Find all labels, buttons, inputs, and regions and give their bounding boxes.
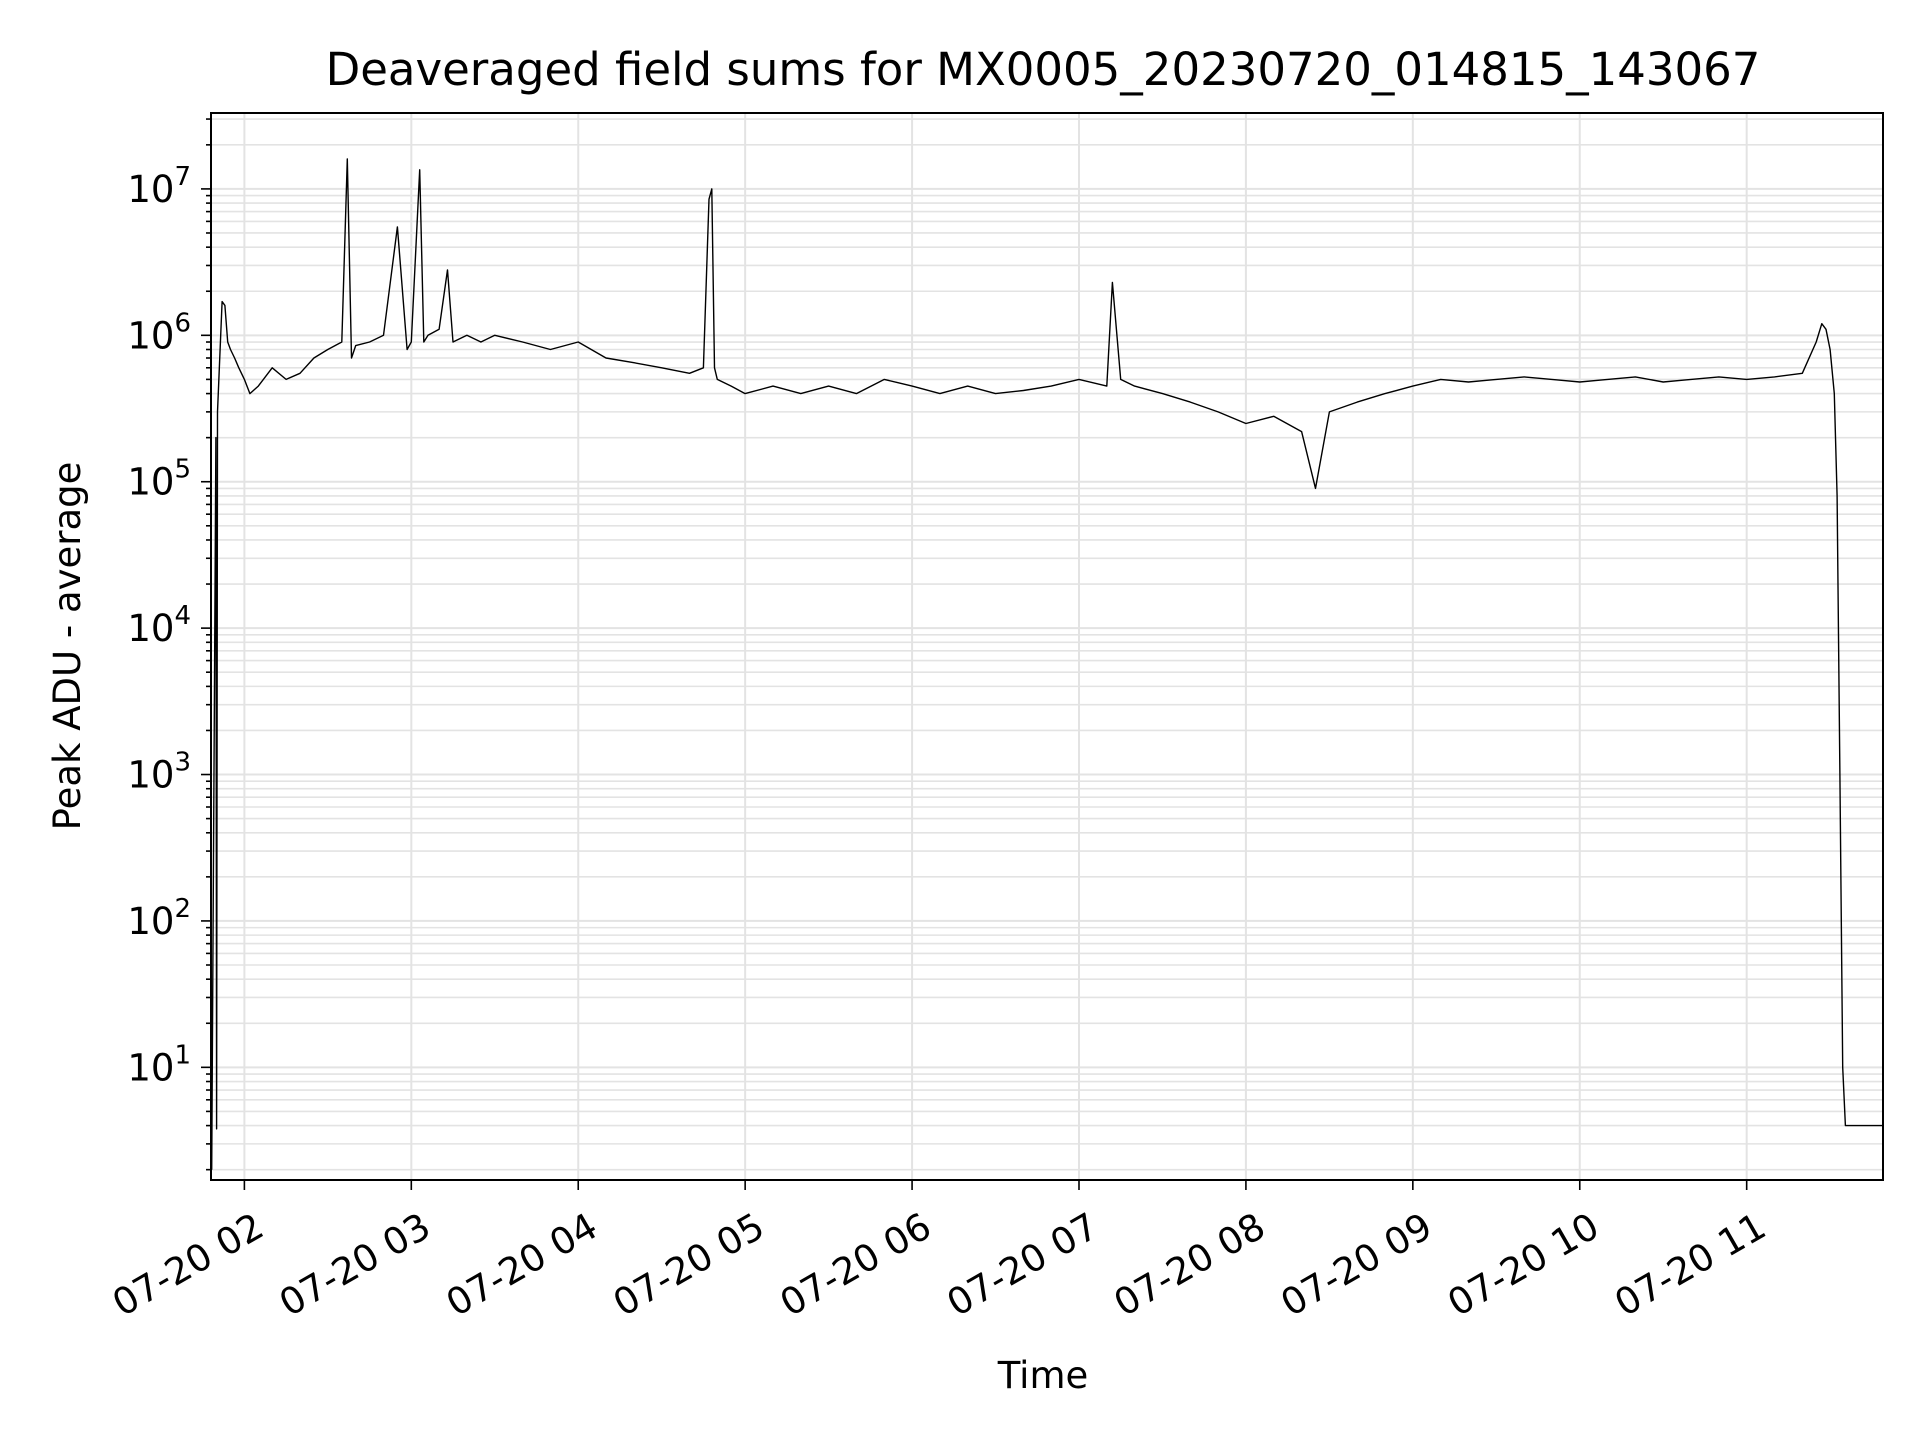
y-tick-label: 105 xyxy=(127,455,191,504)
y-axis-ticks: 101 102 103 104 105 106 107 xyxy=(127,118,211,1171)
y-tick-label: 102 xyxy=(127,894,191,943)
x-axis-label: Time xyxy=(997,1354,1089,1397)
series-line xyxy=(211,158,1883,1170)
y-tick-label: 107 xyxy=(127,162,191,211)
y-tick-label: 101 xyxy=(127,1040,191,1089)
plot-frame xyxy=(210,112,1884,1181)
y-tick-label: 104 xyxy=(127,601,191,650)
series-layer xyxy=(211,158,1883,1170)
y-tick-label: 103 xyxy=(127,748,191,797)
y-axis-label: Peak ADU - average xyxy=(46,462,89,831)
chart-title: Deaveraged field sums for MX0005_2023072… xyxy=(326,43,1761,96)
grid xyxy=(211,113,1883,1180)
y-tick-label: 106 xyxy=(127,308,191,357)
